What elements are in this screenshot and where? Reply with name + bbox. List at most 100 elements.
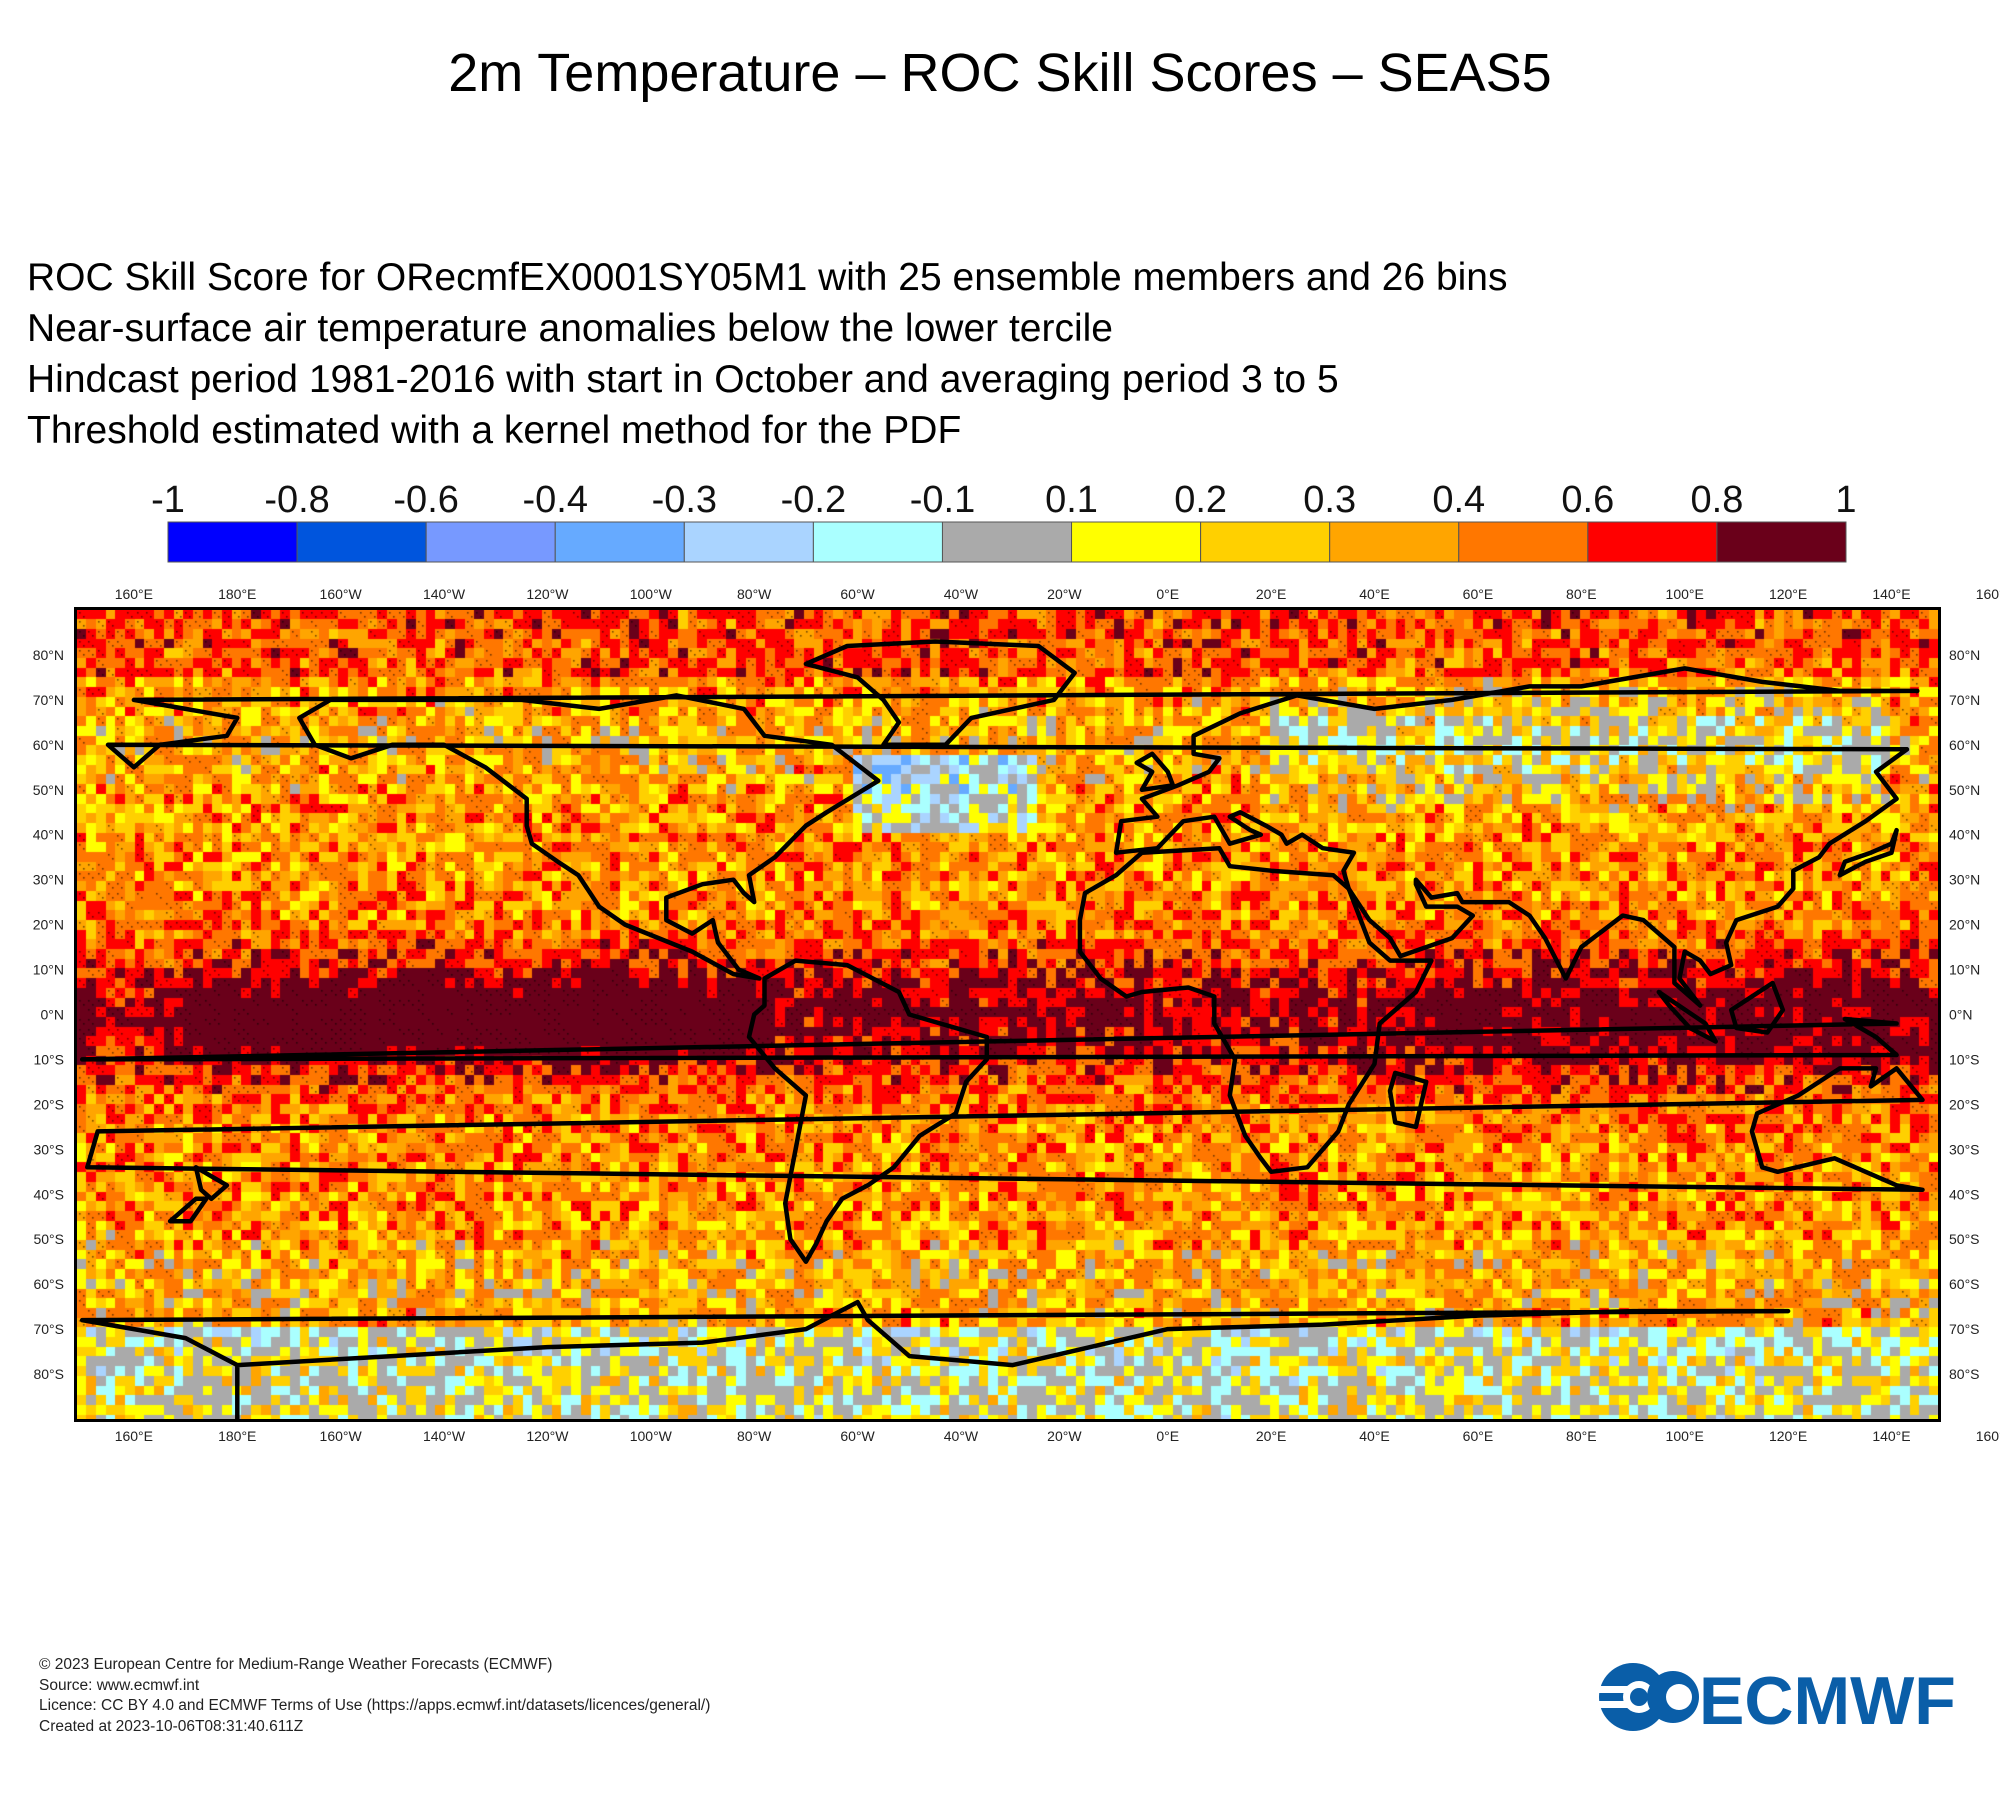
legend-swatch bbox=[554, 521, 685, 563]
map-description: ROC Skill Score for ORecmfEX0001SY05M1 w… bbox=[27, 252, 1508, 456]
longitude-label: 60°W bbox=[840, 586, 875, 602]
legend-swatch bbox=[812, 521, 943, 563]
latitude-label: 40°S bbox=[33, 1186, 64, 1202]
longitude-label: 40°W bbox=[944, 1428, 979, 1444]
coastline-new-zealand-north bbox=[193, 1165, 230, 1202]
latitude-label: 0°N bbox=[1949, 1007, 1973, 1023]
longitude-label: 100°E bbox=[1666, 1428, 1704, 1444]
longitude-label: 160°W bbox=[320, 1428, 363, 1444]
longitude-label: 120°W bbox=[526, 586, 569, 602]
longitude-label: 80°W bbox=[737, 1428, 772, 1444]
latitude-label: 30°S bbox=[33, 1141, 64, 1157]
description-line-1: ROC Skill Score for ORecmfEX0001SY05M1 w… bbox=[27, 256, 1508, 299]
longitude-label: 180°E bbox=[218, 1428, 256, 1444]
legend-tick-label: 0.1 bbox=[1045, 480, 1098, 521]
coastline-sumatra bbox=[1656, 989, 1718, 1044]
latitude-label: 40°N bbox=[33, 827, 64, 843]
legend-swatch bbox=[941, 521, 1073, 563]
legend-tick-label: -0.1 bbox=[910, 480, 975, 521]
longitude-label: 80°E bbox=[1566, 586, 1597, 602]
legend-swatch bbox=[1458, 521, 1589, 563]
coastline-outline bbox=[79, 639, 1925, 1419]
latitude-label: 20°N bbox=[33, 917, 64, 933]
coastline-new-zealand-south bbox=[167, 1196, 209, 1224]
latitude-label: 60°N bbox=[33, 737, 64, 753]
coastline-eurasia bbox=[105, 666, 1920, 1008]
legend-tick-label: -0.2 bbox=[781, 480, 846, 521]
longitude-label: 120°E bbox=[1769, 1428, 1807, 1444]
longitude-label: 80°E bbox=[1566, 1428, 1597, 1444]
legend-tick-label: -0.4 bbox=[522, 480, 587, 521]
legend-tick-label: 0.3 bbox=[1303, 480, 1356, 521]
legend-swatch bbox=[1071, 521, 1202, 563]
footer-licence: Licence: CC BY 4.0 and ECMWF Terms of Us… bbox=[39, 1697, 711, 1714]
longitude-label: 160°E bbox=[1976, 1428, 2000, 1444]
legend-swatch bbox=[683, 521, 814, 563]
longitude-label: 0°E bbox=[1156, 1428, 1179, 1444]
latitude-label: 30°N bbox=[1949, 872, 1980, 888]
longitude-label: 140°E bbox=[1872, 586, 1910, 602]
longitude-axis-top: 160°E 180°E 160°W 140°W 120°W 100°W 80°W 60°W 40… bbox=[115, 586, 2000, 602]
description-line-4: Threshold estimated with a kernel method… bbox=[27, 409, 962, 452]
legend-tick-label: 0.6 bbox=[1561, 480, 1614, 521]
coastline-south-america bbox=[746, 958, 990, 1264]
latitude-label: 70°N bbox=[33, 692, 64, 708]
coastline-africa bbox=[1077, 845, 1434, 1175]
legend-tick-label: 0.2 bbox=[1174, 480, 1227, 521]
legend-tick-label: 0.4 bbox=[1432, 480, 1485, 521]
longitude-label: 120°E bbox=[1769, 586, 1807, 602]
coastline-north-america bbox=[297, 693, 881, 981]
coastline-antarctica bbox=[79, 1299, 1791, 1419]
legend-tick-label: -0.8 bbox=[264, 480, 329, 521]
latitude-label: 20°S bbox=[33, 1096, 64, 1112]
longitude-label: 60°E bbox=[1463, 1428, 1494, 1444]
legend-tick-label: -0.3 bbox=[652, 480, 717, 521]
latitude-label: 10°N bbox=[1949, 962, 1980, 978]
description-line-2: Near-surface air temperature anomalies b… bbox=[27, 307, 1113, 350]
longitude-label: 40°W bbox=[944, 586, 979, 602]
latitude-label: 20°N bbox=[1949, 917, 1980, 933]
coastline-australia bbox=[85, 1066, 1925, 1193]
coastline-madagascar bbox=[1387, 1070, 1429, 1130]
longitude-label: 160°E bbox=[115, 1428, 153, 1444]
longitude-label: 120°W bbox=[526, 1428, 569, 1444]
longitude-label: 40°E bbox=[1359, 1428, 1390, 1444]
ecmwf-logo-icon bbox=[1595, 1663, 1699, 1731]
latitude-label: 80°S bbox=[33, 1366, 64, 1382]
longitude-label: 60°W bbox=[840, 1428, 875, 1444]
longitude-label: 0°E bbox=[1156, 586, 1179, 602]
latitude-axis-right: 80°N 70°N 60°N 50°N 40°N 30°N 20°N 10°N 0°N 10°S 2… bbox=[1949, 647, 1980, 1382]
longitude-label: 100°W bbox=[630, 1428, 673, 1444]
longitude-label: 160°W bbox=[320, 586, 363, 602]
latitude-label: 30°S bbox=[1949, 1141, 1980, 1157]
legend-tick-label: 0.8 bbox=[1691, 480, 1744, 521]
footer-source: Source: www.ecmwf.int bbox=[39, 1676, 200, 1694]
longitude-label: 40°E bbox=[1359, 586, 1390, 602]
ecmwf-logo-text: ECMWF bbox=[1699, 1663, 1956, 1735]
latitude-label: 40°S bbox=[1949, 1186, 1980, 1202]
latitude-label: 40°N bbox=[1949, 827, 1980, 843]
ecmwf-logo: ECMWF bbox=[1595, 1663, 1956, 1735]
latitude-label: 80°N bbox=[1949, 647, 1980, 663]
longitude-label: 80°W bbox=[737, 586, 772, 602]
legend-swatch bbox=[1587, 521, 1718, 563]
latitude-label: 10°S bbox=[1949, 1051, 1980, 1067]
page-title: 2m Temperature – ROC Skill Scores – SEAS… bbox=[448, 43, 1552, 103]
legend-swatch bbox=[425, 521, 556, 563]
latitude-label: 70°S bbox=[1949, 1321, 1980, 1337]
latitude-label: 50°S bbox=[1949, 1231, 1980, 1247]
latitude-label: 60°S bbox=[1949, 1276, 1980, 1292]
latitude-label: 50°S bbox=[33, 1231, 64, 1247]
longitude-label: 100°E bbox=[1666, 586, 1704, 602]
latitude-axis-left: 80°N 70°N 60°N 50°N 40°N 30°N 20°N 10°N 0°N 10°S 2… bbox=[33, 647, 64, 1382]
copyright-footer: © 2023 European Centre for Medium-Range … bbox=[39, 1655, 710, 1737]
latitude-label: 10°S bbox=[33, 1051, 64, 1067]
coastline-greenland bbox=[803, 639, 1077, 748]
coastline-japan bbox=[1837, 827, 1899, 878]
latitude-label: 70°S bbox=[33, 1321, 64, 1337]
latitude-label: 50°N bbox=[33, 782, 64, 798]
latitude-label: 60°S bbox=[33, 1276, 64, 1292]
footer-copyright: © 2023 European Centre for Medium-Range … bbox=[39, 1656, 553, 1673]
longitude-label: 60°E bbox=[1463, 586, 1494, 602]
legend-swatch bbox=[296, 521, 427, 563]
